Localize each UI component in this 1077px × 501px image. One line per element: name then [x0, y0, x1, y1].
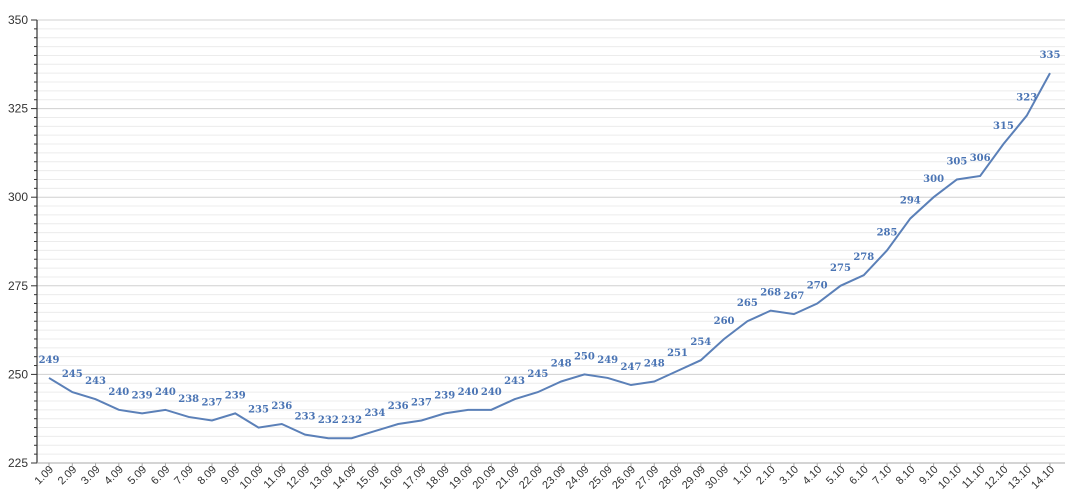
data-label: 260	[714, 316, 735, 327]
x-tick-label: 2.09	[56, 464, 80, 488]
data-label: 249	[597, 355, 618, 366]
x-tick-label: 7.09	[172, 464, 196, 488]
x-tick-label: 15.09	[354, 464, 382, 492]
data-label: 237	[411, 397, 432, 408]
y-tick-label: 325	[8, 102, 28, 116]
y-tick-labels: 225 250 275 300 325 350	[8, 13, 28, 470]
data-label: 245	[62, 369, 83, 380]
data-label: 240	[155, 387, 176, 398]
axes	[31, 19, 1065, 464]
x-tick-label: 4.09	[102, 464, 126, 488]
y-tick-label: 275	[8, 279, 28, 293]
x-tick-label: 10.09	[238, 464, 266, 492]
data-label: 275	[830, 263, 851, 274]
data-label: 249	[39, 355, 60, 366]
data-label: 251	[667, 348, 688, 359]
x-tick-label: 12.10	[983, 464, 1011, 492]
x-tick-label: 24.09	[564, 464, 592, 492]
y-tick-label: 250	[8, 367, 28, 381]
data-label: 236	[388, 401, 409, 412]
data-label: 250	[574, 351, 595, 362]
x-tick-label: 11.10	[960, 464, 987, 491]
x-tick-label: 28.09	[657, 464, 685, 492]
x-tick-label: 20.09	[470, 464, 498, 492]
data-label: 285	[877, 227, 898, 238]
data-label: 238	[178, 394, 199, 405]
x-tick-label: 25.09	[587, 464, 615, 492]
x-tick-label: 29.09	[680, 464, 708, 492]
data-label: 243	[504, 376, 525, 387]
x-tick-label: 17.09	[401, 464, 429, 492]
data-label: 305	[946, 156, 967, 167]
data-label: 232	[318, 415, 339, 426]
x-tick-labels: 1.09 2.09 3.09 4.09 5.09 6.09 7.09 8.09 9.0910.0…	[32, 463, 1057, 492]
x-tick-label: 26.09	[610, 464, 638, 492]
x-tick-label: 3.09	[79, 464, 103, 488]
x-tick-label: 30.09	[703, 464, 731, 492]
data-label: 265	[737, 298, 758, 309]
data-label: 239	[132, 390, 153, 401]
x-tick-label: 6.09	[149, 464, 173, 488]
data-label: 335	[1040, 50, 1061, 61]
data-label: 254	[690, 337, 711, 348]
data-label: 270	[807, 281, 828, 292]
y-tick-label: 300	[8, 190, 28, 204]
x-tick-label: 3.10	[777, 464, 801, 488]
x-tick-label: 6.10	[847, 464, 871, 488]
data-label: 245	[527, 369, 548, 380]
x-tick-label: 11.09	[262, 464, 289, 491]
y-tick-label: 350	[8, 13, 28, 27]
x-tick-label: 12.09	[284, 464, 312, 492]
data-label: 236	[271, 401, 292, 412]
x-tick-label: 10.10	[936, 464, 964, 492]
x-tick-label: 5.09	[126, 464, 150, 488]
data-label: 239	[434, 390, 455, 401]
x-tick-label: 5.10	[824, 464, 848, 488]
x-tick-label: 4.10	[801, 464, 825, 488]
data-label: 278	[853, 252, 874, 263]
data-label: 234	[364, 408, 385, 419]
data-label: 247	[621, 362, 642, 373]
x-tick-label: 23.09	[540, 464, 568, 492]
data-label: 294	[900, 195, 921, 206]
y-tick-label: 225	[8, 456, 28, 470]
data-label: 323	[1016, 93, 1037, 104]
data-label: 237	[202, 397, 223, 408]
data-label: 300	[923, 174, 944, 185]
x-tick-label: 22.09	[517, 464, 545, 492]
data-label: 243	[85, 376, 106, 387]
x-tick-label: 19.09	[447, 464, 475, 492]
gridlines	[37, 19, 1065, 455]
x-tick-label: 18.09	[424, 464, 452, 492]
data-label: 240	[458, 387, 479, 398]
series-line	[48, 72, 1051, 440]
data-label: 268	[760, 288, 781, 299]
data-label: 232	[341, 415, 362, 426]
x-tick-label: 13.10	[1006, 464, 1034, 492]
x-tick-label: 16.09	[377, 464, 405, 492]
data-label: 239	[225, 390, 246, 401]
x-tick-label: 13.09	[308, 464, 336, 492]
data-label: 315	[993, 121, 1014, 132]
x-tick-label: 1.09	[32, 464, 56, 488]
x-tick-label: 14.10	[1029, 464, 1057, 492]
data-label: 240	[108, 387, 129, 398]
x-tick-label: 2.10	[754, 464, 778, 488]
x-tick-label: 8.10	[894, 464, 918, 488]
x-tick-label: 27.09	[633, 464, 661, 492]
x-tick-label: 1.10	[731, 464, 755, 488]
x-tick-label: 21.09	[494, 464, 522, 492]
x-tick-label: 7.10	[871, 464, 895, 488]
data-label: 306	[970, 153, 991, 164]
data-label: 235	[248, 405, 269, 416]
x-tick-label: 8.09	[195, 464, 219, 488]
data-label: 267	[783, 291, 804, 302]
data-label: 248	[551, 358, 572, 369]
data-label: 233	[295, 412, 316, 423]
data-label: 240	[481, 387, 502, 398]
data-label: 248	[644, 358, 665, 369]
x-tick-label: 14.09	[331, 464, 359, 492]
